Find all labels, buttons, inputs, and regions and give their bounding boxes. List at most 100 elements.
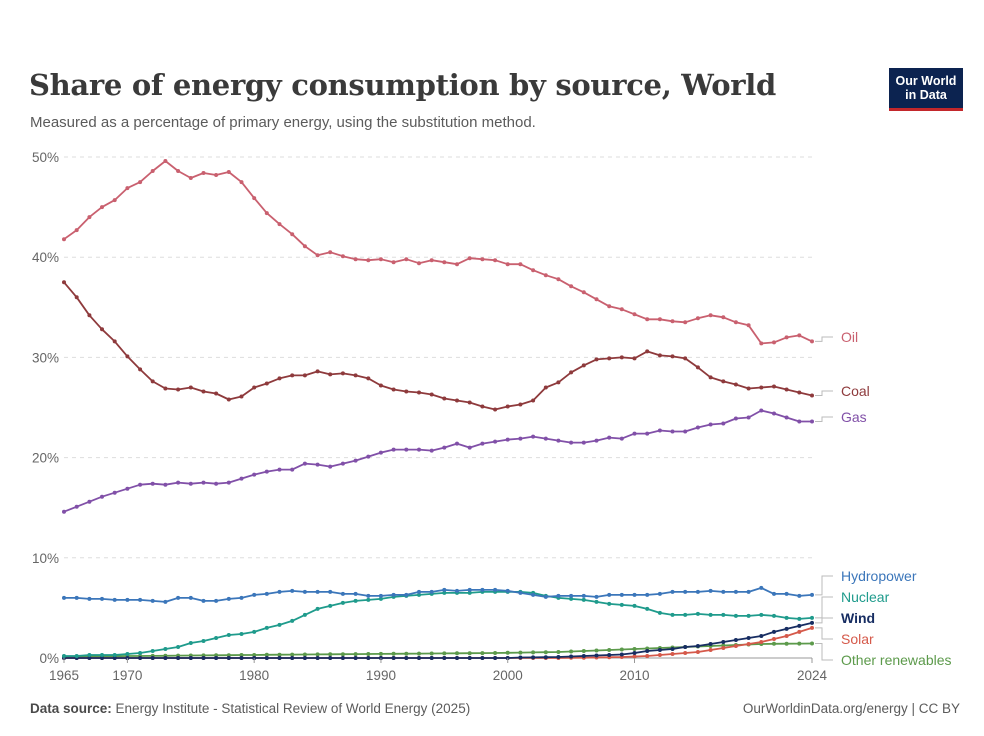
coal-point[interactable] [683, 356, 688, 361]
hydropower-point[interactable] [493, 587, 498, 592]
wind-point[interactable] [467, 656, 472, 660]
oil-point[interactable] [214, 173, 219, 177]
nuclear-point[interactable] [759, 612, 764, 617]
coal-point[interactable] [784, 387, 789, 392]
gas-point[interactable] [125, 486, 130, 491]
wind-point[interactable] [721, 640, 726, 644]
hydropower-point[interactable] [340, 591, 345, 596]
hydropower-point[interactable] [125, 597, 130, 602]
solar-point[interactable] [645, 654, 650, 658]
nuclear-point[interactable] [353, 598, 358, 603]
wind-point[interactable] [214, 656, 219, 660]
nuclear-point[interactable] [378, 596, 383, 601]
coal-point[interactable] [810, 393, 814, 398]
solar-point[interactable] [683, 651, 688, 655]
nuclear-point[interactable] [683, 612, 688, 617]
nuclear-point[interactable] [417, 592, 421, 597]
series-wind[interactable] [62, 620, 814, 660]
gas-point[interactable] [315, 462, 320, 467]
nuclear-point[interactable] [138, 651, 143, 655]
series-nuclear[interactable] [62, 589, 814, 658]
solar-point[interactable] [695, 650, 700, 654]
nuclear-point[interactable] [100, 653, 104, 657]
oil-point[interactable] [455, 262, 459, 267]
wind-point[interactable] [632, 651, 637, 655]
other-point[interactable] [315, 652, 320, 657]
other-point[interactable] [480, 651, 485, 656]
oil-point[interactable] [201, 171, 206, 175]
hydropower-point[interactable] [543, 594, 548, 599]
oil-point[interactable] [708, 313, 713, 318]
solar-point[interactable] [733, 644, 738, 648]
gas-point[interactable] [62, 509, 66, 514]
oil-point[interactable] [594, 297, 599, 302]
oil-point[interactable] [290, 232, 295, 237]
nuclear-point[interactable] [607, 601, 612, 606]
gas-point[interactable] [404, 447, 409, 452]
series-label[interactable]: Oil [841, 329, 858, 345]
wind-point[interactable] [150, 656, 155, 660]
oil-point[interactable] [315, 253, 320, 258]
solar-point[interactable] [632, 654, 637, 659]
gas-point[interactable] [340, 461, 345, 466]
hydropower-point[interactable] [683, 589, 688, 594]
gas-point[interactable] [619, 436, 624, 441]
oil-point[interactable] [480, 257, 485, 262]
nuclear-point[interactable] [290, 618, 295, 623]
gas-point[interactable] [442, 445, 447, 450]
coal-point[interactable] [404, 389, 409, 394]
solar-point[interactable] [784, 634, 789, 638]
wind-point[interactable] [429, 656, 434, 660]
hydropower-point[interactable] [759, 585, 764, 590]
wind-point[interactable] [772, 629, 776, 634]
nuclear-point[interactable] [87, 653, 92, 657]
gas-point[interactable] [391, 447, 396, 452]
gas-point[interactable] [417, 447, 421, 452]
nuclear-point[interactable] [188, 641, 193, 645]
coal-point[interactable] [657, 353, 662, 358]
other-point[interactable] [252, 653, 257, 657]
coal-point[interactable] [695, 365, 700, 370]
oil-point[interactable] [163, 159, 168, 163]
hydropower-point[interactable] [417, 589, 421, 594]
wind-point[interactable] [797, 623, 802, 628]
gas-point[interactable] [708, 422, 713, 427]
wind-point[interactable] [455, 656, 459, 660]
wind-point[interactable] [518, 655, 523, 660]
other-point[interactable] [417, 651, 421, 656]
gas-point[interactable] [581, 440, 586, 445]
wind-point[interactable] [531, 655, 536, 660]
coal-point[interactable] [733, 382, 738, 387]
wind-point[interactable] [784, 626, 789, 631]
other-point[interactable] [784, 641, 789, 646]
oil-point[interactable] [252, 196, 257, 201]
wind-point[interactable] [239, 656, 244, 660]
gas-point[interactable] [594, 438, 599, 443]
hydropower-point[interactable] [556, 593, 561, 598]
hydropower-point[interactable] [138, 597, 143, 602]
coal-point[interactable] [429, 392, 434, 397]
coal-point[interactable] [493, 407, 498, 412]
hydropower-point[interactable] [480, 587, 485, 592]
coal-point[interactable] [226, 397, 231, 402]
hydropower-point[interactable] [797, 593, 802, 598]
hydropower-point[interactable] [619, 592, 624, 597]
coal-point[interactable] [670, 354, 675, 359]
wind-point[interactable] [163, 656, 168, 660]
other-point[interactable] [340, 652, 345, 657]
gas-point[interactable] [378, 450, 383, 455]
coal-point[interactable] [417, 390, 421, 395]
series-label[interactable]: Wind [841, 610, 875, 626]
oil-point[interactable] [366, 258, 371, 263]
nuclear-point[interactable] [340, 600, 345, 605]
oil-point[interactable] [302, 244, 307, 249]
gas-point[interactable] [746, 415, 751, 420]
wind-point[interactable] [277, 656, 282, 660]
hydropower-point[interactable] [252, 592, 257, 597]
wind-point[interactable] [759, 634, 764, 638]
hydropower-line[interactable] [64, 587, 813, 603]
coal-point[interactable] [353, 373, 358, 378]
gas-point[interactable] [810, 419, 814, 424]
coal-point[interactable] [721, 379, 726, 384]
oil-line[interactable] [63, 160, 813, 345]
